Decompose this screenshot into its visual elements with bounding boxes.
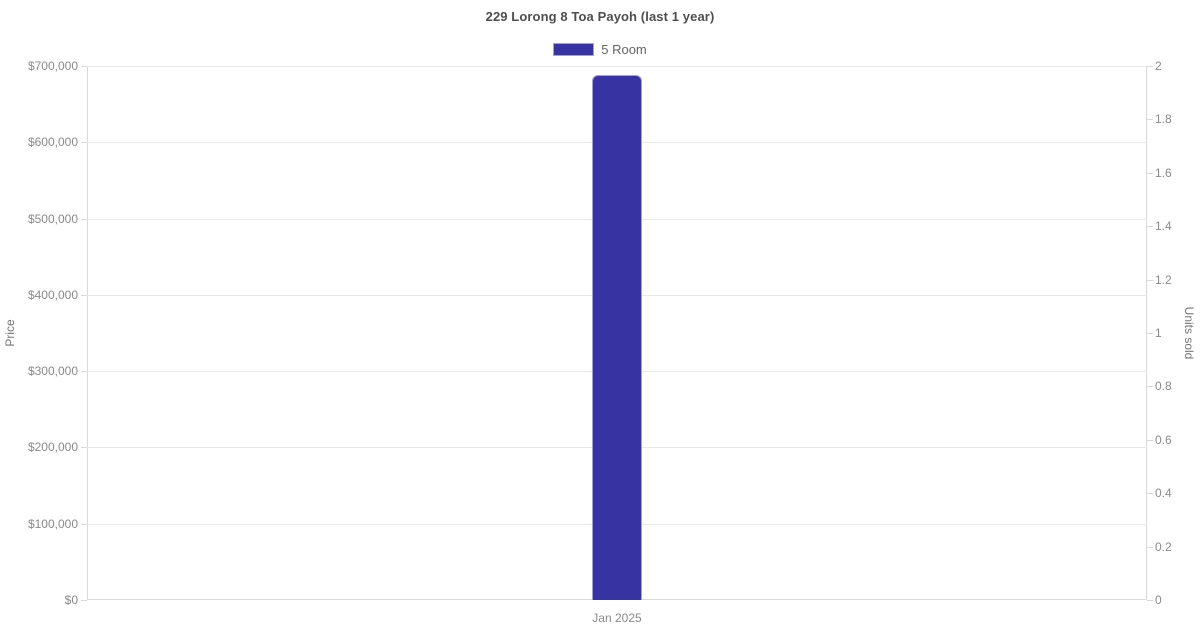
right-axis-tick: [1147, 279, 1153, 281]
right-axis-tick: [1147, 546, 1153, 548]
right-axis-tick-label: 0.6: [1155, 432, 1172, 447]
left-axis-tick-label: $300,000: [27, 364, 78, 379]
right-axis-tick-label: 2: [1155, 59, 1162, 73]
gridline: [87, 66, 1147, 67]
left-axis-tick-label: $400,000: [27, 287, 78, 302]
right-axis-tick: [1147, 226, 1153, 228]
right-axis-line: [1146, 66, 1147, 600]
right-axis-tick-label: 0.4: [1155, 486, 1172, 501]
right-axis-tick-label: 0: [1155, 593, 1162, 607]
right-axis-tick-label: 1.6: [1155, 165, 1172, 180]
left-axis-tick: [81, 371, 87, 373]
right-axis-title: Units sold: [1182, 306, 1196, 360]
left-axis-title: Price: [3, 319, 17, 347]
left-axis-tick: [81, 66, 87, 67]
left-axis-tick-label: $0: [64, 593, 78, 607]
left-axis-tick-label: $600,000: [27, 135, 78, 150]
right-axis-tick-label: 1.8: [1155, 112, 1172, 127]
left-axis-tick: [81, 600, 87, 601]
plot-area: $0 $100,000 $200,000 $300,000 $400,000 $500,0…: [28, 59, 1172, 625]
right-axis-tick: [1147, 66, 1153, 67]
left-axis-tick: [81, 218, 87, 220]
chart-title: 229 Lorong 8 Toa Payoh (last 1 year): [485, 9, 715, 24]
right-axis-tick-label: 0.8: [1155, 379, 1172, 394]
legend-swatch-5-room: [553, 43, 595, 56]
left-axis-tick: [81, 447, 87, 449]
right-axis-tick: [1147, 439, 1153, 441]
right-axis-tick-label: 1.4: [1155, 219, 1172, 234]
right-axis-tick-label: 1: [1155, 326, 1162, 340]
left-axis-tick-label: $100,000: [27, 516, 78, 531]
right-axis-tick: [1147, 600, 1153, 601]
right-axis-tick: [1147, 493, 1153, 495]
x-axis-tick-label: Jan 2025: [592, 611, 642, 625]
legend: 5 Room: [0, 42, 1200, 57]
right-axis-tick-label: 1.2: [1155, 272, 1172, 287]
left-axis-tick: [81, 294, 87, 296]
left-axis-tick-label: $700,000: [27, 59, 78, 73]
price-bar-jan-2025: [592, 75, 642, 600]
left-axis-tick: [81, 523, 87, 525]
right-axis-tick: [1147, 386, 1153, 388]
left-axis-tick-label: $500,000: [27, 211, 78, 226]
right-axis-tick: [1147, 172, 1153, 174]
right-axis-tick-label: 0.2: [1155, 539, 1172, 554]
right-axis-tick: [1147, 333, 1153, 334]
left-axis-line: [87, 66, 88, 600]
right-axis-tick: [1147, 119, 1153, 121]
legend-label-5-room: 5 Room: [601, 42, 647, 57]
left-axis-tick-label: $200,000: [27, 440, 78, 455]
left-axis-tick: [81, 142, 87, 144]
